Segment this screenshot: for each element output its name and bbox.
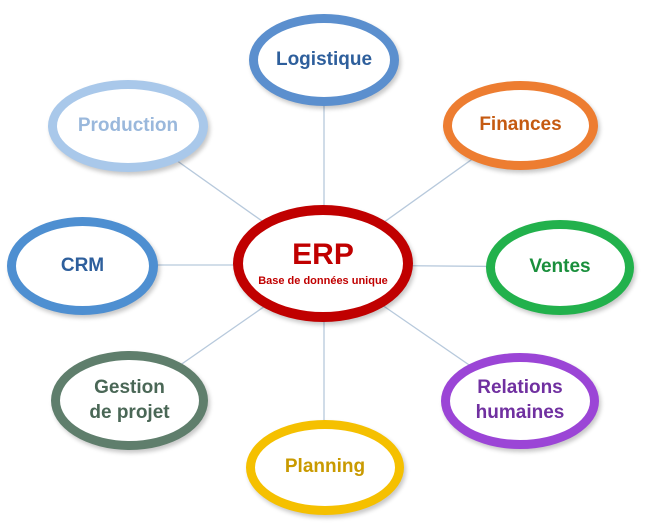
- node-production-label: Production: [77, 114, 179, 136]
- node-gestion-label-line1: Gestion: [94, 376, 165, 398]
- node-production: Production: [48, 80, 208, 172]
- node-gestion-label-line2: de projet: [89, 401, 170, 423]
- node-crm: CRM: [7, 217, 158, 315]
- node-ventes: Ventes: [486, 220, 634, 315]
- node-crm-label: CRM: [60, 254, 105, 276]
- node-relations-label-line1: Relations: [477, 377, 563, 399]
- erp-center-node: ERP Base de données unique: [233, 205, 413, 322]
- node-logistique-label: Logistique: [275, 48, 373, 70]
- node-planning-label: Planning: [284, 456, 366, 478]
- node-relations-humaines: Relations humaines: [441, 353, 599, 449]
- node-logistique: Logistique: [249, 14, 399, 106]
- node-finances: Finances: [443, 81, 598, 170]
- erp-title: ERP: [292, 237, 354, 271]
- node-ventes-label: Ventes: [529, 256, 591, 278]
- erp-subtitle: Base de données unique: [258, 275, 388, 288]
- node-relations-label-line2: humaines: [475, 402, 565, 423]
- node-gestion-de-projet: Gestion de projet: [51, 351, 208, 450]
- node-finances-label: Finances: [479, 114, 562, 136]
- node-planning: Planning: [246, 420, 404, 515]
